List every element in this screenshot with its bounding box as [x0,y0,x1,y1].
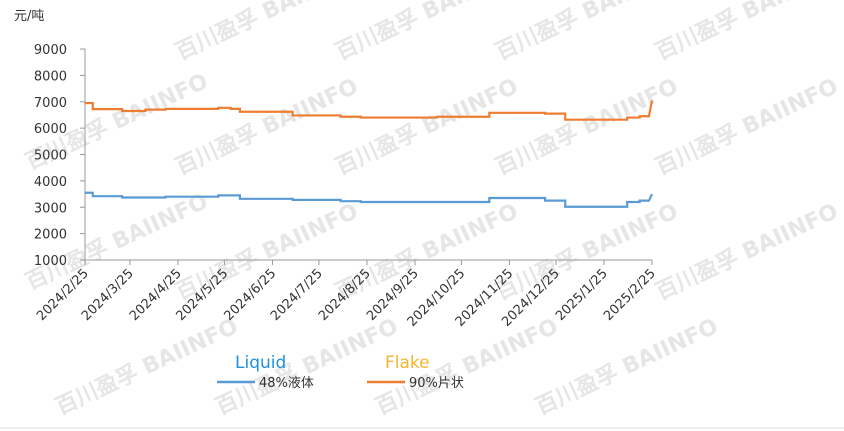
watermark: 百川盈孚 BAIINFO [652,0,842,65]
legend-label: 48%液体 [259,376,314,391]
watermark: 百川盈孚 BAIINFO [332,0,522,65]
annotation: Flake [385,353,430,373]
watermark: 百川盈孚 BAIINFO [492,0,682,65]
line-series [85,191,653,208]
watermark: 百川盈孚 BAIINFO [52,313,242,420]
watermark: 百川盈孚 BAIINFO [172,0,362,65]
y-tick-label: 7000 [34,96,67,111]
y-tick-label: 5000 [34,149,67,164]
annotation: Liquid [235,353,286,373]
y-tick-label: 9000 [34,43,67,58]
watermark: 百川盈孚 BAIINFO [492,73,682,180]
legend-label: 90%片状 [409,376,464,391]
y-tick-label: 4000 [34,175,67,190]
watermark: 百川盈孚 BAIINFO [532,313,722,420]
y-tick-label: 6000 [34,122,67,137]
y-tick-label: 2000 [34,228,67,243]
y-tick-label: 3000 [34,201,67,216]
watermark: 百川盈孚 BAIINFO [652,73,842,180]
line-series [85,100,654,121]
watermark: 百川盈孚 BAIINFO [652,198,842,305]
y-tick-label: 1000 [34,254,67,269]
y-axis-label: 元/吨 [14,9,44,24]
watermark: 百川盈孚 BAIINFO [332,73,522,180]
x-tick-label: 2025/2/25 [601,266,659,324]
y-tick-label: 8000 [34,69,67,84]
